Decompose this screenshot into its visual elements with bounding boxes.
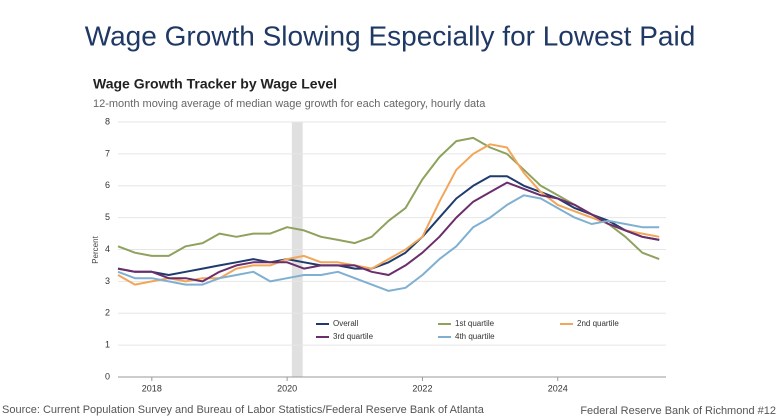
legend-label: 4th quartile — [455, 332, 495, 341]
y-tick-label: 8 — [105, 116, 110, 126]
page-number: Federal Reserve Bank of Richmond #12 — [580, 405, 776, 417]
x-tick-label: 2020 — [277, 383, 297, 393]
legend-label: 3rd quartile — [333, 332, 374, 341]
legend-label: 2nd quartile — [577, 319, 619, 328]
series-line — [117, 194, 660, 292]
y-tick-label: 2 — [105, 308, 110, 318]
legend-label: 1st quartile — [455, 319, 495, 328]
y-tick-label: 5 — [105, 212, 110, 222]
x-tick-label: 2024 — [548, 383, 568, 393]
y-tick-label: 0 — [105, 371, 110, 381]
series-line — [117, 136, 660, 261]
y-axis-label: Percent — [91, 235, 100, 263]
series-line — [117, 143, 660, 286]
y-tick-label: 7 — [105, 148, 110, 158]
chart-title: Wage Growth Tracker by Wage Level — [93, 76, 337, 92]
y-tick-label: 6 — [105, 180, 110, 190]
x-tick-label: 2022 — [412, 383, 432, 393]
x-tick-label: 2018 — [142, 383, 162, 393]
y-tick-label: 1 — [105, 340, 110, 350]
page-title: Wage Growth Slowing Especially for Lowes… — [85, 20, 696, 51]
chart-subtitle: 12-month moving average of median wage g… — [93, 98, 486, 110]
source-note: Source: Current Population Survey and Bu… — [2, 404, 485, 416]
series-line — [117, 181, 660, 283]
y-tick-label: 4 — [105, 244, 110, 254]
y-tick-label: 3 — [105, 276, 110, 286]
series-line — [117, 175, 660, 276]
legend-label: Overall — [333, 319, 359, 328]
